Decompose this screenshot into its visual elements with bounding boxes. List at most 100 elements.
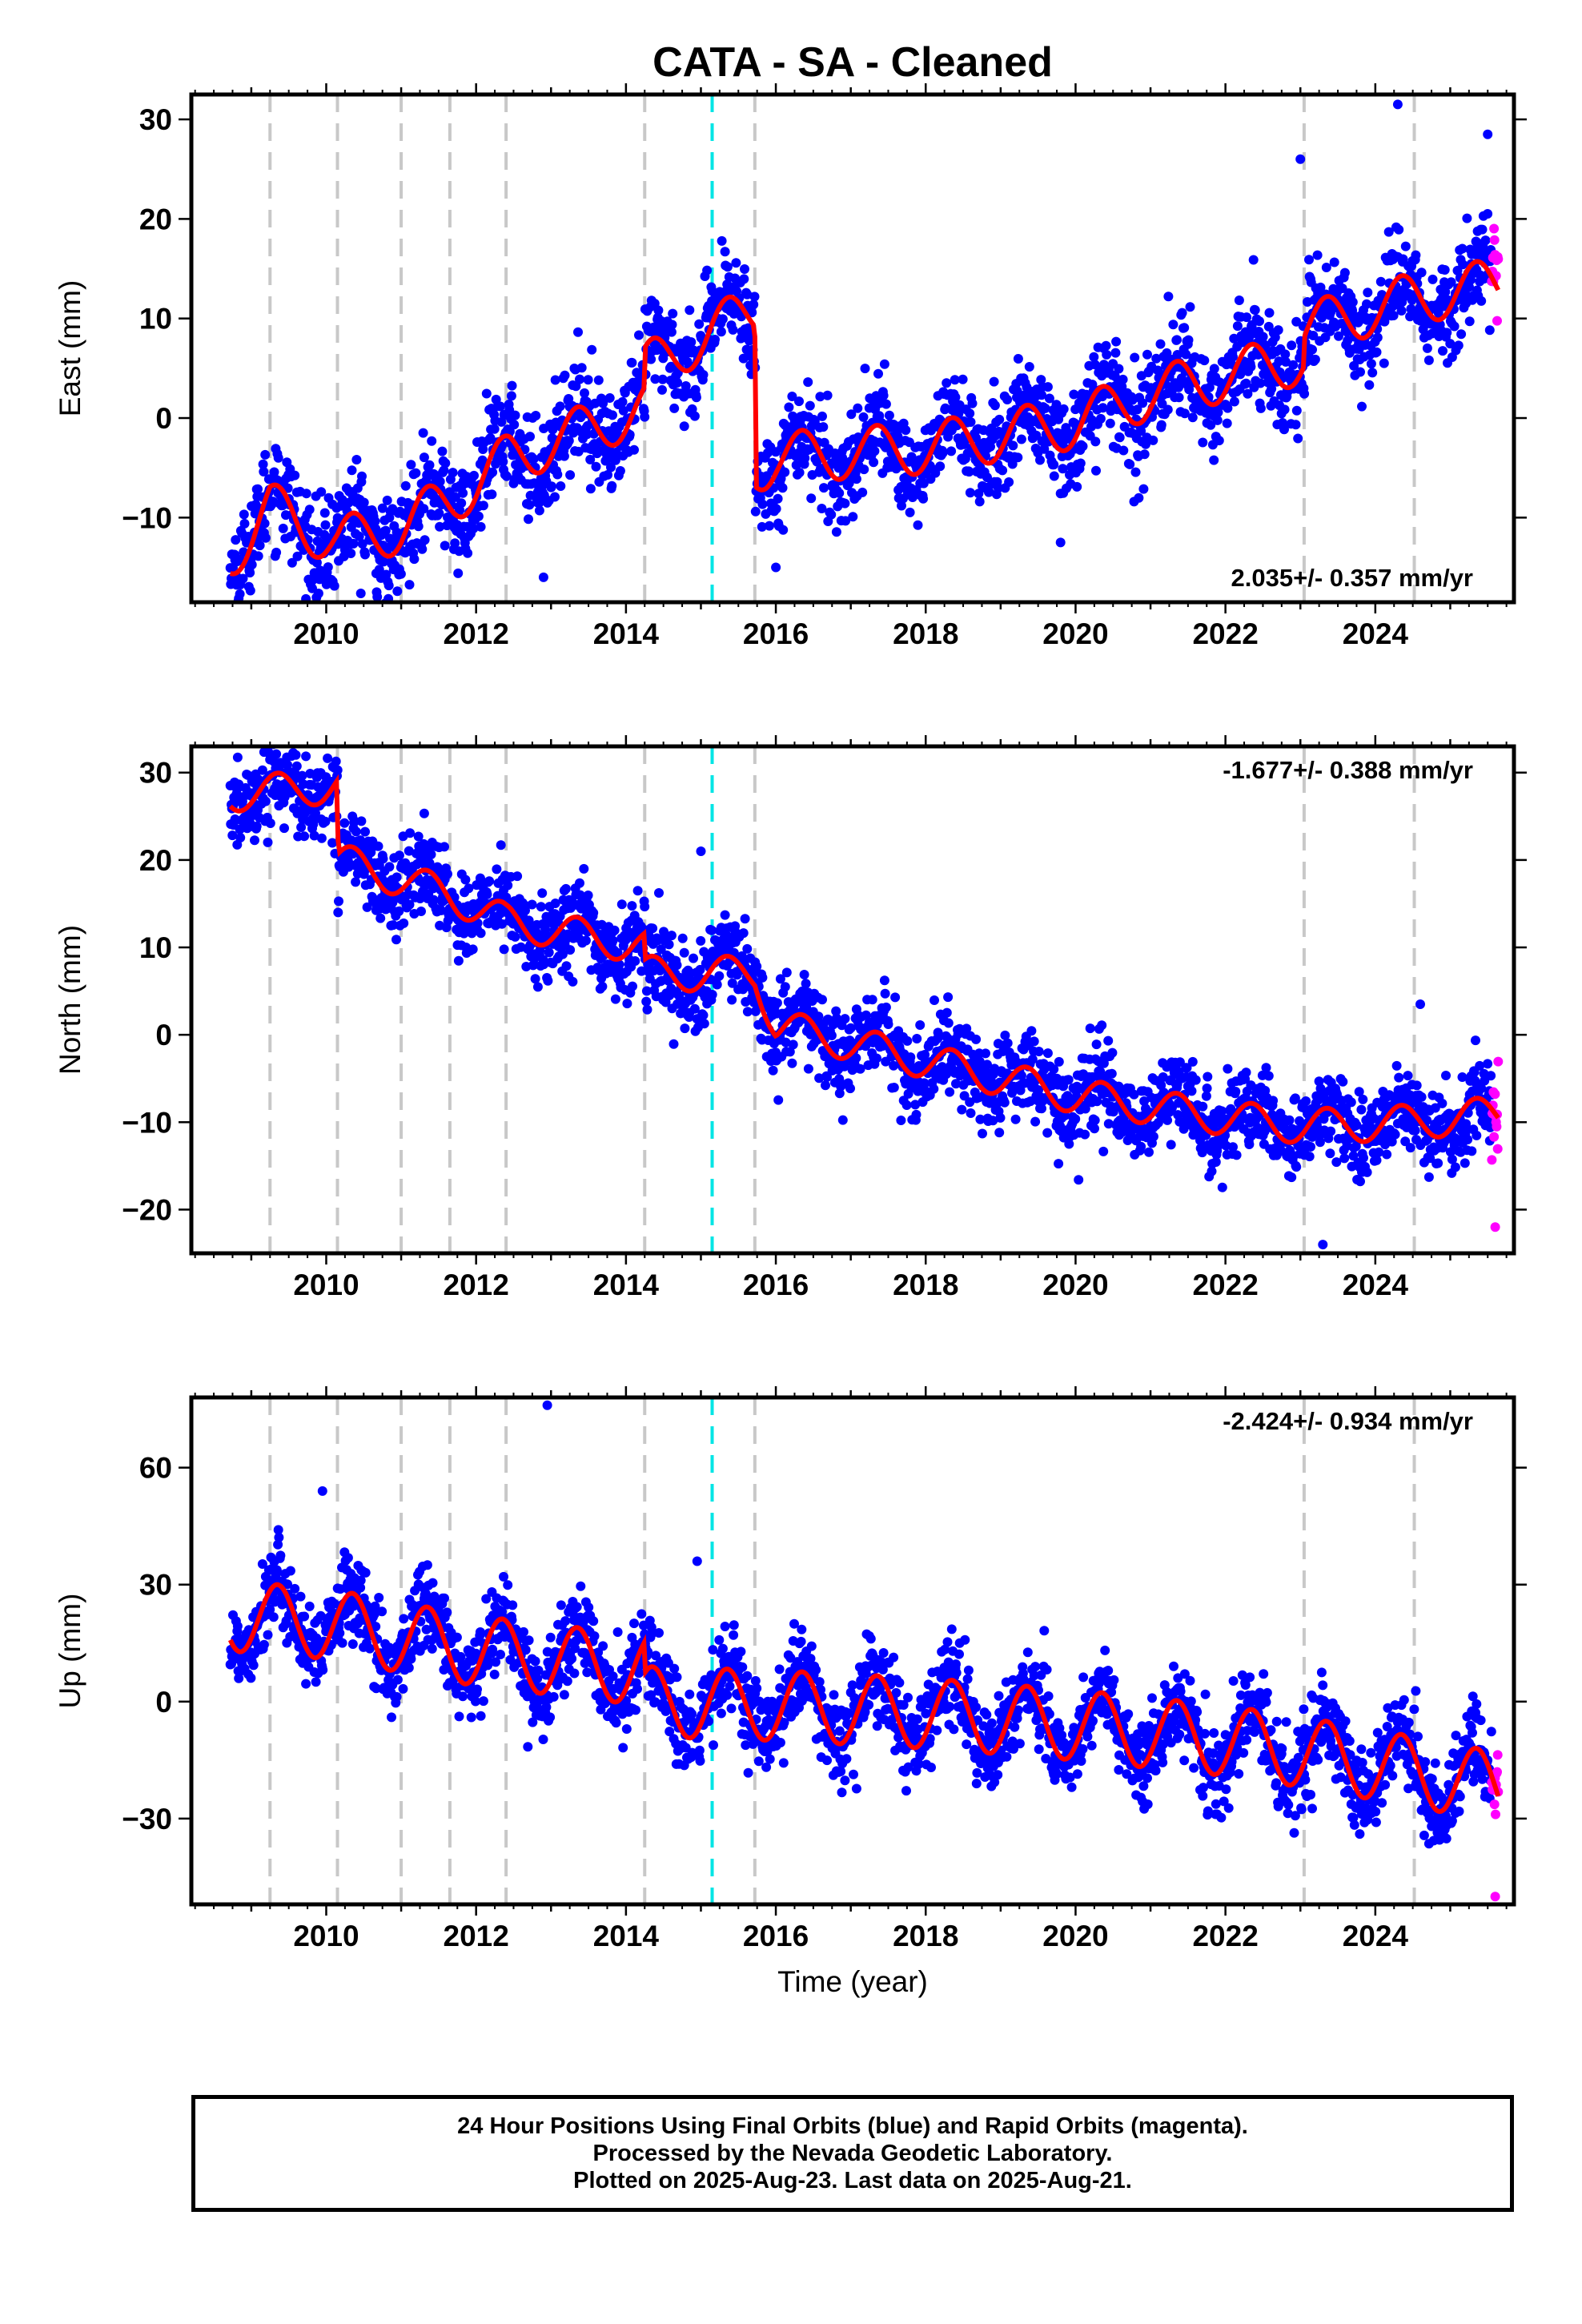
final-point bbox=[691, 392, 701, 403]
final-point bbox=[580, 388, 589, 398]
final-point bbox=[901, 1100, 912, 1110]
final-point bbox=[974, 489, 984, 499]
final-point bbox=[593, 375, 604, 385]
final-point bbox=[1105, 418, 1115, 428]
final-point bbox=[1156, 420, 1166, 430]
final-point bbox=[757, 972, 768, 983]
final-point bbox=[496, 840, 506, 850]
plot-frame-east bbox=[189, 92, 1516, 605]
x-tick-label: 2012 bbox=[444, 617, 509, 650]
final-point bbox=[1064, 1139, 1074, 1149]
final-point bbox=[657, 374, 668, 384]
final-point bbox=[679, 947, 689, 958]
final-point bbox=[630, 956, 640, 966]
final-point bbox=[720, 247, 730, 257]
final-point bbox=[673, 377, 683, 388]
final-point bbox=[1037, 1104, 1046, 1114]
final-point bbox=[416, 907, 426, 916]
final-point bbox=[654, 888, 664, 898]
final-point bbox=[327, 838, 338, 848]
final-point bbox=[1102, 349, 1112, 360]
final-point bbox=[1462, 213, 1472, 223]
final-point bbox=[1484, 325, 1495, 336]
final-point bbox=[296, 822, 307, 832]
final-point bbox=[618, 405, 628, 416]
final-point bbox=[1457, 1072, 1468, 1082]
final-point bbox=[418, 428, 428, 438]
final-point bbox=[919, 1078, 930, 1088]
final-point bbox=[1034, 1047, 1044, 1056]
final-point bbox=[478, 501, 488, 511]
final-point bbox=[727, 995, 737, 1005]
final-point bbox=[752, 961, 762, 971]
final-point bbox=[1090, 436, 1101, 447]
final-point bbox=[411, 468, 421, 478]
final-point bbox=[659, 927, 669, 937]
final-point bbox=[771, 504, 781, 514]
final-point bbox=[1362, 1167, 1372, 1177]
final-point bbox=[1213, 407, 1223, 417]
final-point bbox=[1357, 401, 1367, 412]
final-point bbox=[269, 467, 279, 477]
final-point bbox=[469, 470, 479, 480]
final-point bbox=[464, 883, 474, 894]
final-point bbox=[1422, 343, 1432, 353]
final-point bbox=[1366, 359, 1376, 369]
final-point bbox=[1430, 1103, 1440, 1113]
final-point bbox=[331, 756, 341, 766]
final-point bbox=[349, 816, 359, 826]
final-point bbox=[686, 337, 697, 348]
final-point bbox=[1307, 344, 1317, 355]
final-point bbox=[988, 1116, 998, 1126]
final-point bbox=[351, 455, 362, 464]
rapid-point bbox=[1489, 1132, 1500, 1142]
final-point bbox=[394, 850, 404, 861]
final-point bbox=[1013, 354, 1023, 364]
final-point bbox=[271, 749, 282, 759]
final-point bbox=[456, 498, 467, 509]
final-point bbox=[1439, 265, 1450, 275]
final-point bbox=[1107, 1047, 1118, 1058]
final-point bbox=[930, 468, 941, 478]
final-point bbox=[1085, 1023, 1095, 1034]
final-point bbox=[1457, 243, 1468, 254]
final-point bbox=[1383, 227, 1394, 237]
final-point bbox=[1039, 444, 1050, 454]
final-point bbox=[1263, 1071, 1274, 1081]
final-point bbox=[1027, 1054, 1038, 1064]
final-point bbox=[1130, 467, 1141, 477]
final-point bbox=[1163, 292, 1174, 302]
final-point bbox=[332, 765, 343, 775]
final-point bbox=[1118, 374, 1128, 384]
final-point bbox=[634, 330, 644, 340]
final-point bbox=[1134, 493, 1144, 503]
final-point bbox=[1382, 1149, 1392, 1160]
final-point bbox=[419, 452, 429, 463]
final-point bbox=[381, 569, 391, 580]
final-point bbox=[229, 622, 239, 632]
final-point bbox=[883, 1019, 893, 1029]
final-point bbox=[1097, 1020, 1107, 1031]
final-point bbox=[232, 752, 243, 762]
final-point bbox=[382, 495, 392, 505]
final-point bbox=[576, 363, 587, 373]
final-point bbox=[360, 549, 370, 560]
final-point bbox=[550, 492, 560, 502]
final-point bbox=[550, 375, 560, 385]
final-point bbox=[1034, 1085, 1043, 1096]
final-point bbox=[1442, 328, 1452, 338]
final-point bbox=[535, 945, 545, 955]
final-point bbox=[588, 907, 599, 918]
final-point bbox=[951, 1079, 961, 1089]
final-point bbox=[1103, 1119, 1114, 1129]
final-point bbox=[1229, 333, 1239, 344]
final-point bbox=[255, 541, 265, 551]
final-point bbox=[1387, 1136, 1397, 1147]
final-point bbox=[982, 1059, 992, 1070]
final-point bbox=[1447, 1154, 1457, 1164]
final-point bbox=[1089, 352, 1099, 362]
final-point bbox=[857, 487, 868, 497]
final-point bbox=[902, 1035, 913, 1046]
final-point bbox=[1118, 445, 1129, 456]
final-point bbox=[1080, 1129, 1090, 1140]
